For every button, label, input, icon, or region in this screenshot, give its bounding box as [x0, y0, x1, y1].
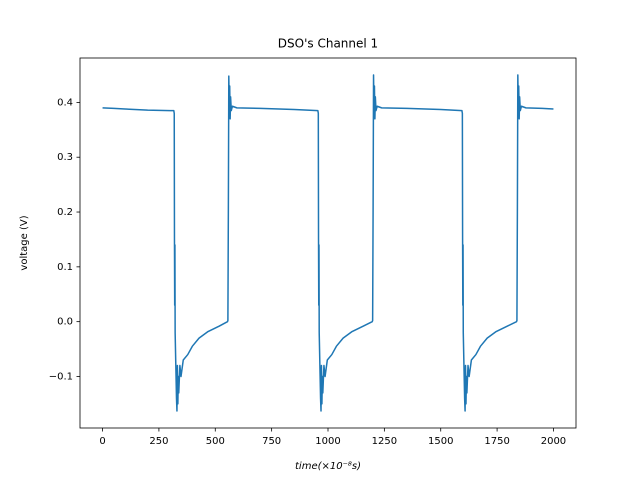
- x-tick-label: 2000: [541, 436, 566, 447]
- x-tick-label: 1500: [428, 436, 453, 447]
- y-tick-label: 0.4: [57, 97, 73, 108]
- y-tick-label: −0.1: [49, 371, 73, 382]
- x-tick-label: 1000: [315, 436, 340, 447]
- data-line: [102, 74, 554, 412]
- x-tick-label: 1750: [484, 436, 509, 447]
- plot-frame: [79, 57, 577, 429]
- x-tick-label: 500: [206, 436, 225, 447]
- x-tick-label: 750: [262, 436, 281, 447]
- y-tick-label: 0.0: [57, 317, 73, 328]
- y-axis-label: voltage (V): [19, 215, 30, 270]
- y-tick-label: 0.3: [57, 152, 73, 163]
- x-axis-label: time(×10⁻⁸s): [295, 461, 361, 472]
- x-tick-label: 0: [99, 436, 105, 447]
- chart-title: DSO's Channel 1: [278, 37, 378, 51]
- y-tick-label: 0.1: [57, 262, 73, 273]
- x-tick-label: 250: [149, 436, 168, 447]
- y-tick-label: 0.2: [57, 207, 73, 218]
- x-tick-label: 1250: [372, 436, 397, 447]
